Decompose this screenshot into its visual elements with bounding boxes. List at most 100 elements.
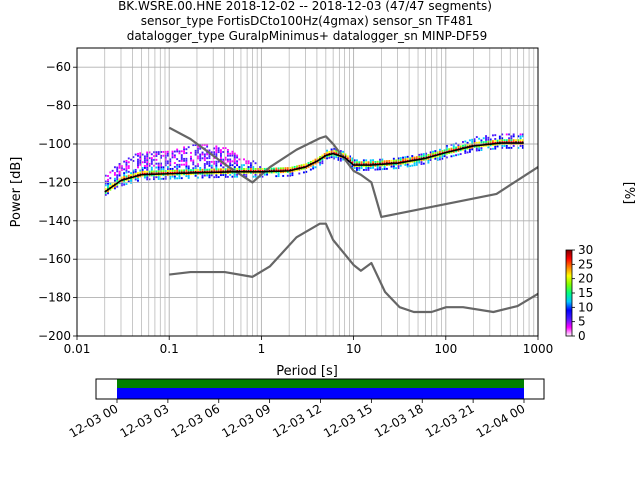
heatmap-cell [157, 164, 160, 167]
y-tick-label: −180 [38, 291, 71, 305]
heatmap-cell [137, 172, 139, 175]
heatmap-cell [508, 139, 511, 142]
heatmap-cell [162, 154, 165, 157]
timeline-tick-label: 12-03 15 [321, 401, 375, 440]
heatmap-cell [330, 150, 333, 153]
heatmap-cell [415, 161, 418, 164]
heatmap-cell [355, 159, 358, 162]
heatmap-cell [243, 158, 245, 161]
heatmap-cell [125, 183, 128, 185]
heatmap-cell [339, 159, 342, 162]
timeline-tick-label: 12-03 18 [372, 401, 426, 440]
heatmap-cell [164, 164, 167, 167]
heatmap-cell [220, 172, 222, 175]
heatmap-cell [508, 133, 511, 136]
heatmap-cell [367, 165, 370, 168]
heatmap-cell [450, 151, 453, 154]
heatmap-cell [127, 167, 130, 169]
heatmap-cell [178, 175, 181, 178]
heatmap-cell [120, 165, 123, 168]
heatmap-cell [125, 179, 128, 182]
heatmap-cell [519, 141, 522, 144]
heatmap-cell [192, 167, 195, 170]
heatmap-cell [282, 167, 285, 170]
heatmap-cell [155, 158, 158, 161]
heatmap-cell [127, 170, 130, 173]
heatmap-cell [178, 152, 181, 155]
heatmap-cell [178, 177, 181, 180]
heatmap-cell [201, 143, 204, 146]
heatmap-cell [178, 171, 181, 174]
heatmap-cell [293, 169, 296, 172]
heatmap-cell [335, 156, 338, 159]
heatmap-cell [146, 178, 149, 181]
x-tick-label: 1 [258, 342, 266, 356]
heatmap-cell [194, 170, 197, 173]
heatmap-cell [155, 162, 158, 165]
heatmap-cell [277, 171, 280, 174]
heatmap-cell [443, 153, 446, 156]
mode-line [104, 142, 524, 193]
heatmap-cell [480, 139, 483, 142]
heatmap-cell [194, 172, 197, 175]
heatmap-cell [367, 168, 370, 171]
heatmap-cell [438, 158, 441, 161]
heatmap-cell [173, 169, 176, 172]
heatmap-cell [457, 149, 460, 152]
heatmap-cell [127, 178, 130, 181]
heatmap-cell [183, 152, 186, 155]
heatmap-cell [187, 176, 190, 179]
heatmap-cell [277, 169, 280, 172]
colorbar-label: [%] [621, 182, 636, 205]
heatmap-cell [482, 137, 485, 140]
heatmap-cell [376, 160, 379, 163]
heatmap-cell [243, 164, 245, 167]
heatmap-cell [399, 164, 402, 167]
heatmap-cell [305, 170, 308, 173]
heatmap-cell [510, 141, 513, 144]
heatmap-cell [473, 138, 476, 141]
heatmap-cell [418, 161, 421, 164]
heatmap-cell [226, 152, 229, 155]
heatmap-cell [146, 170, 149, 173]
heatmap-cell [148, 162, 151, 165]
heatmap-cell [109, 188, 112, 191]
heatmap-cell [224, 172, 227, 174]
heatmap-cell [155, 172, 158, 175]
heatmap-cell [185, 163, 188, 166]
heatmap-cell [365, 168, 368, 171]
heatmap-cell [220, 158, 222, 161]
heatmap-cell [187, 167, 190, 170]
heatmap-cell [185, 152, 188, 154]
heatmap-cell [243, 168, 245, 170]
heatmap-cell [365, 165, 368, 168]
heatmap-cell [120, 176, 123, 179]
heatmap-cell [217, 149, 220, 152]
heatmap-cell [233, 158, 236, 161]
heatmap-cell [409, 165, 411, 167]
heatmap-cell [328, 154, 331, 157]
heatmap-cell [289, 170, 292, 173]
heatmap-cell [125, 171, 128, 174]
heatmap-cell [166, 168, 169, 170]
heatmap-cell [256, 171, 259, 174]
heatmap-cell [231, 154, 234, 157]
heatmap-cell [240, 164, 243, 167]
heatmap-cell [109, 171, 112, 174]
heatmap-cell [395, 161, 398, 164]
heatmap-cell [381, 162, 384, 165]
x-tick-label: 0.01 [64, 342, 91, 356]
heatmap-cell [519, 137, 522, 140]
heatmap-cell [427, 157, 430, 160]
heatmap-cell [173, 171, 176, 174]
heatmap-cell [229, 158, 232, 161]
heatmap-cell [326, 151, 328, 154]
heatmap-cell [164, 156, 167, 159]
heatmap-cell [222, 166, 225, 169]
heatmap-cell [512, 141, 515, 144]
heatmap-cell [125, 161, 128, 164]
heatmap-cell [399, 162, 402, 165]
heatmap-cell [238, 166, 241, 168]
heatmap-cell [196, 163, 199, 166]
heatmap-cell [314, 158, 317, 161]
